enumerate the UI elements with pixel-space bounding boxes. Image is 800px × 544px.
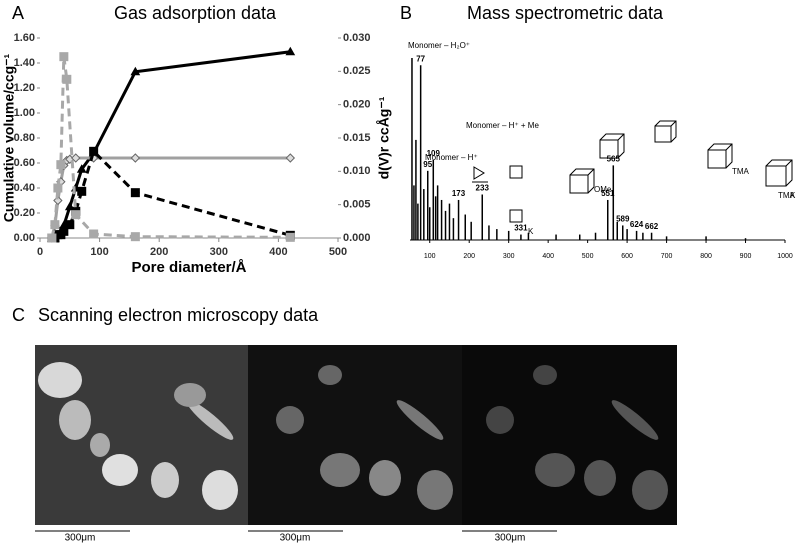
marker [53,183,63,193]
x-tick-label: 200 [463,253,475,260]
y-axis-label: Cumulative volume/ccg⁻¹ [1,53,17,222]
sem-images [35,345,677,532]
marker [71,153,81,163]
x-tick-label: 500 [582,253,594,260]
annotation: Monomer – H⁺ + Me [466,121,539,130]
panel-letter: C [12,305,25,325]
marker [130,188,140,198]
scale-label: 300μm [280,533,311,544]
x-tick-label: 100 [424,253,436,260]
annotation: TMA [732,167,750,176]
annotation: OMe [594,185,612,194]
y2-tick-label: 0.010 [343,165,371,177]
peak-label: 331 [514,224,528,233]
y-tick-label: 0.20 [14,207,35,219]
x-tick-label: 400 [269,246,287,258]
marker [71,210,81,220]
panel-title: Scanning electron microscopy data [38,305,319,325]
y2-tick-label: 0.025 [343,65,371,77]
y-tick-label: 0.00 [14,232,35,244]
panel-letter: B [400,3,412,23]
y-tick-label: 0.80 [14,132,35,144]
marker [77,186,87,196]
x-tick-label: 0 [37,246,43,258]
marker [65,220,75,230]
peak-label: 109 [427,149,441,158]
x-tick-label: 500 [329,246,347,258]
x-tick-label: 300 [503,253,515,260]
scale-label: 300μm [65,533,96,544]
scale-label: 300μm [495,533,526,544]
annotation: Monomer – H₂O⁺ [408,41,470,50]
peak-label: 173 [452,189,466,198]
peak-label: 662 [645,222,659,231]
series-line [51,50,291,240]
x-tick-label: 300 [210,246,228,258]
annotations: Monomer – H₂O⁺ Monomer – H⁺ Monomer – H⁺… [408,41,796,236]
marker [130,66,141,76]
y2-tick-label: 0.030 [343,32,371,44]
peak-label: 565 [607,154,621,163]
peak-label: 77 [416,54,425,63]
annotation: K [528,227,534,236]
peak-label: 589 [616,215,630,224]
marker [50,220,60,230]
annotation: K [790,191,796,200]
chart-title: Gas adsorption data [114,3,277,23]
annotation: TMA [778,191,796,200]
peak-label: 551 [601,189,615,198]
marker [130,232,140,242]
marker [89,146,99,156]
x-tick-label: 400 [542,253,554,260]
marker [62,74,72,84]
x-tick-label: 1000 [777,253,793,260]
y-tick-label: 1.40 [14,57,35,69]
marker [285,232,295,242]
marker [89,229,99,239]
y-tick-label: 0.60 [14,157,35,169]
marker [56,160,66,170]
x-tick-label: 600 [621,253,633,260]
x-tick-label: 800 [700,253,712,260]
y2-tick-label: 0.000 [343,232,371,244]
y2-tick-label: 0.005 [343,199,371,211]
chart-title: Mass spectrometric data [467,3,664,23]
marker [47,233,57,243]
marker [130,153,141,163]
marker [59,52,69,62]
x-tick-label: 900 [740,253,752,260]
annotation: Monomer – H⁺ [425,153,478,162]
y2-tick-label: 0.020 [343,99,371,111]
y-tick-label: 1.20 [14,82,35,94]
peak-label: 95 [423,160,432,169]
marker [285,46,296,56]
y-tick-label: 0.40 [14,182,35,194]
series-line [51,148,291,240]
y2-axis-label: d(V)r ccÅg⁻¹ [376,96,392,179]
x-axis-label: Pore diameter/Å [131,259,246,276]
y-tick-label: 1.60 [14,32,35,44]
marker [285,153,296,163]
x-tick-label: 700 [661,253,673,260]
peak-label: 624 [630,220,644,229]
y2-tick-label: 0.015 [343,132,371,144]
y-tick-label: 1.00 [14,107,35,119]
x-tick-label: 100 [90,246,108,258]
marker [76,164,87,173]
structure-icons [472,120,793,223]
series-line [50,56,291,239]
panel-letter: A [12,3,24,23]
x-tick-label: 200 [150,246,168,258]
marker [59,226,69,236]
peak-label: 233 [476,184,490,193]
